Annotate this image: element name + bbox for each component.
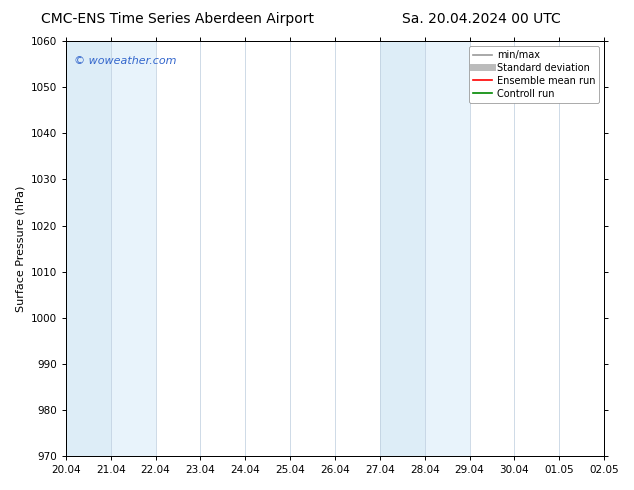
Bar: [380, 41, 425, 456]
Text: Sa. 20.04.2024 00 UTC: Sa. 20.04.2024 00 UTC: [403, 12, 561, 26]
Bar: [111, 41, 155, 456]
Text: © woweather.com: © woweather.com: [74, 56, 176, 66]
Bar: [66, 41, 111, 456]
Legend: min/max, Standard deviation, Ensemble mean run, Controll run: min/max, Standard deviation, Ensemble me…: [469, 46, 599, 102]
Y-axis label: Surface Pressure (hPa): Surface Pressure (hPa): [15, 185, 25, 312]
Bar: [425, 41, 470, 456]
Text: CMC-ENS Time Series Aberdeen Airport: CMC-ENS Time Series Aberdeen Airport: [41, 12, 314, 26]
